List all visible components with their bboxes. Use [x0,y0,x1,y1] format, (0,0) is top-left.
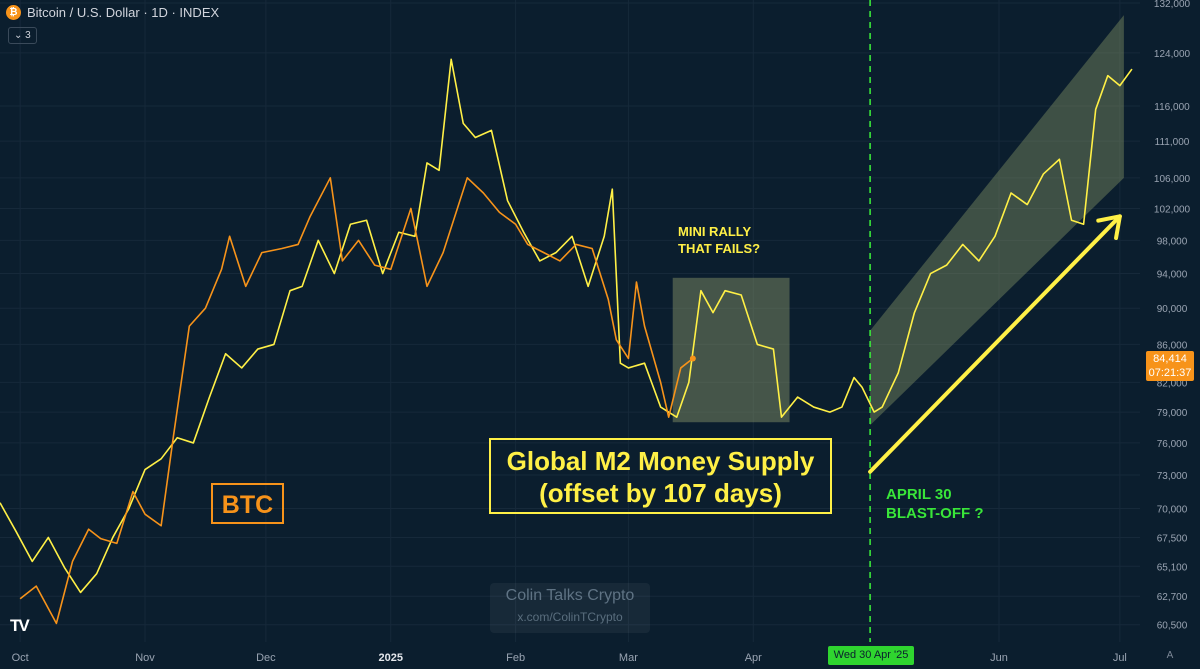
y-tick-label: 82,000 [1157,378,1188,389]
y-tick-label: 90,000 [1157,304,1188,315]
y-tick-label: 86,000 [1157,340,1188,351]
btc-label: BTC [211,483,284,524]
x-tick-label: Feb [506,652,525,664]
x-tick-label: Dec [256,652,276,664]
m2-label-box: Global M2 Money Supply (offset by 107 da… [489,438,832,514]
btc-last-point [689,355,696,362]
x-tick-label: Oct [12,652,29,664]
symbol-title[interactable]: Bitcoin / U.S. Dollar · 1D · INDEX [27,5,220,20]
chevron-down-icon: ⌄ [14,30,23,41]
indicator-count: 3 [25,30,31,41]
blastoff-line2: BLAST-OFF ? [886,505,984,522]
crosshair-date-label: Wed 30 Apr '25 [828,646,914,665]
blastoff-arrow-shaft [868,214,1122,474]
watermark: Colin Talks Crypto x.com/ColinTCrypto [490,583,650,633]
blastoff-line1: APRIL 30 [886,486,952,503]
y-tick-label: 124,000 [1154,49,1191,60]
y-tick-label: 98,000 [1157,236,1188,247]
watermark-title: Colin Talks Crypto [505,587,635,604]
y-tick-label: 62,700 [1157,592,1188,603]
mini-rally-box [672,277,790,423]
blastoff-arrow-head [1096,214,1122,240]
x-tick-label: Mar [619,652,638,664]
blastoff-annotation: APRIL 30 BLAST-OFF ? [886,485,984,523]
y-tick-label: 106,000 [1154,174,1191,185]
y-tick-label: 116,000 [1154,102,1190,113]
auto-scale-button[interactable]: A [1166,650,1174,661]
x-tick-label: Nov [135,652,155,664]
y-tick-label: 94,000 [1157,270,1188,281]
m2-label-line1: Global M2 Money Supply [506,446,815,476]
x-tick-label: Jun [990,652,1008,664]
y-tick-label: 79,000 [1157,408,1188,419]
m2-label-line2: (offset by 107 days) [539,478,782,508]
tradingview-logo[interactable]: TV [10,616,30,635]
y-tick-label: 73,000 [1157,471,1188,482]
last-price-tag: 84,414 07:21:37 [1146,351,1194,381]
y-tick-label: 65,100 [1157,562,1188,573]
y-tick-label: 102,000 [1154,204,1191,215]
btc-series-line [19,177,694,625]
m2-series-line [0,58,1133,594]
y-tick-label: 70,000 [1157,504,1188,515]
mini-rally-annotation: MINI RALLY THAT FAILS? [678,223,760,257]
x-tick-label: Apr [745,652,762,664]
x-tick-label: 2025 [378,652,402,664]
bitcoin-icon: ₿ [6,5,21,20]
chart-header: ₿ Bitcoin / U.S. Dollar · 1D · INDEX [6,5,219,20]
x-tick-label: Jul [1113,652,1127,664]
mini-rally-line1: MINI RALLY [678,224,752,239]
y-tick-label: 132,000 [1154,0,1191,10]
projection-channel [870,15,1124,426]
mini-rally-line2: THAT FAILS? [678,241,761,256]
bar-countdown: 07:21:37 [1148,367,1192,379]
y-tick-label: 60,500 [1157,621,1188,632]
y-tick-label: 111,000 [1155,137,1190,148]
watermark-handle: x.com/ColinTCrypto [517,610,623,624]
last-price: 84,414 [1153,353,1187,365]
indicator-toggle-button[interactable]: ⌄ 3 [8,27,37,44]
y-tick-label: 67,500 [1157,533,1188,544]
y-tick-label: 76,000 [1157,439,1188,450]
